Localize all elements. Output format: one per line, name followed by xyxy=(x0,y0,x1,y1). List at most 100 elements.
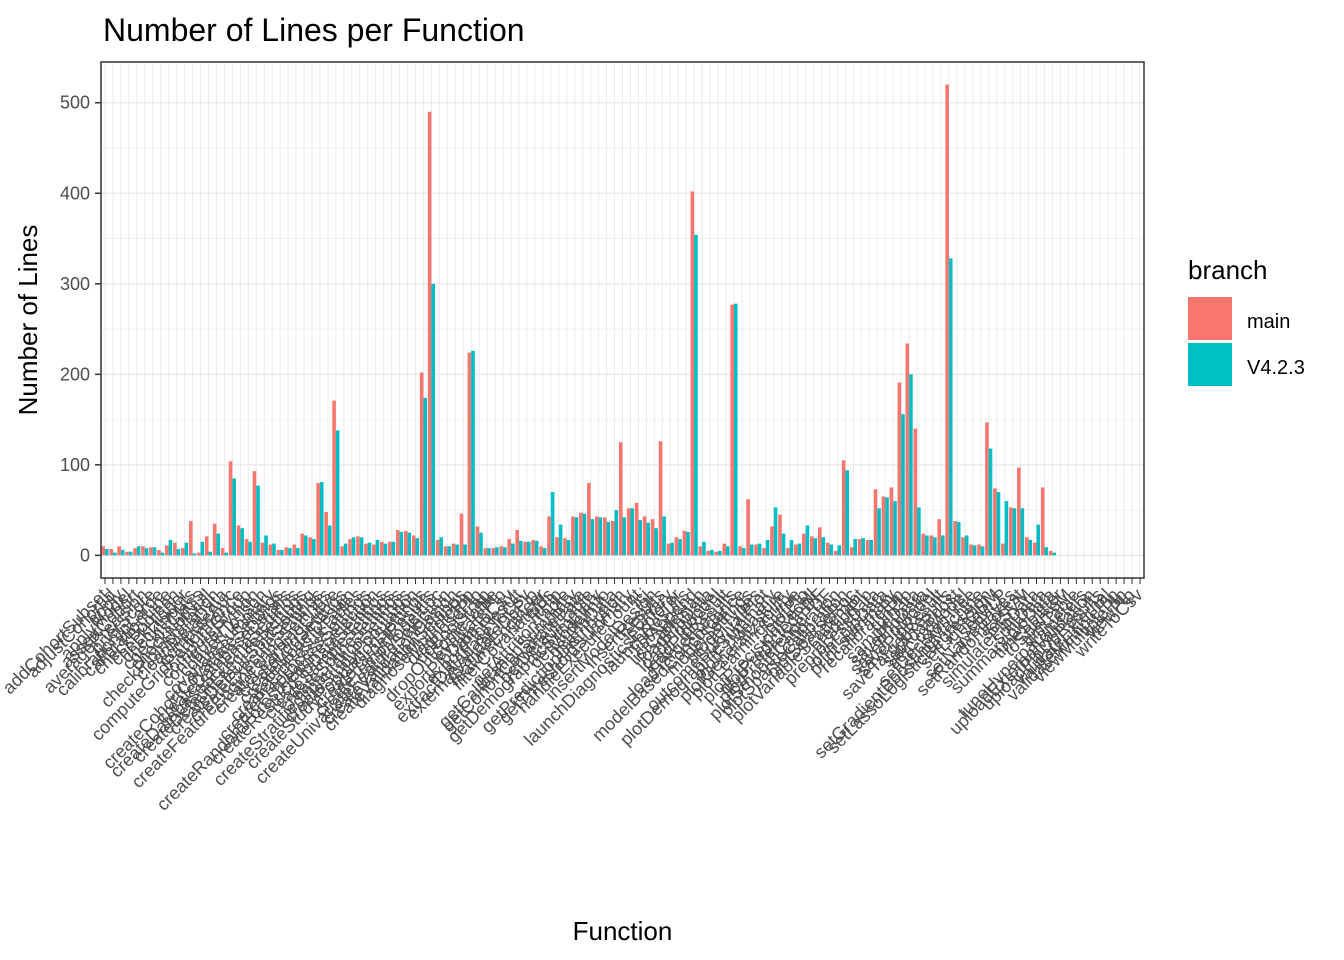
y-tick-label: 300 xyxy=(60,274,90,294)
bar-main xyxy=(738,546,742,556)
bar-main xyxy=(165,545,169,556)
bar-v4-2-3 xyxy=(558,524,563,556)
bar-main xyxy=(133,548,137,556)
bar-main xyxy=(117,546,121,556)
bar-v4-2-3 xyxy=(893,501,897,556)
bar-v4-2-3 xyxy=(638,520,643,556)
bar-main xyxy=(316,482,320,556)
bar-v4-2-3 xyxy=(1004,501,1009,556)
bar-v4-2-3 xyxy=(1028,539,1033,556)
bar-v4-2-3 xyxy=(495,547,499,556)
bar-main xyxy=(985,422,989,556)
bar-main xyxy=(961,537,965,556)
bar-v4-2-3 xyxy=(614,510,619,556)
bar-v4-2-3 xyxy=(606,521,611,556)
bar-v4-2-3 xyxy=(590,519,595,556)
bar-main xyxy=(340,546,344,556)
bar-main xyxy=(220,548,225,556)
bar-v4-2-3 xyxy=(526,541,531,556)
bar-main xyxy=(913,428,918,556)
bar-v4-2-3 xyxy=(463,544,467,556)
bar-v4-2-3 xyxy=(733,303,738,556)
bar-main xyxy=(658,441,663,556)
bar-main xyxy=(523,541,527,556)
bar-v4-2-3 xyxy=(797,543,802,556)
legend-label-v423: V4.2.3 xyxy=(1247,357,1305,379)
bar-v4-2-3 xyxy=(391,541,396,556)
bar-main xyxy=(634,502,639,556)
bar-main xyxy=(610,520,615,556)
bar-v4-2-3 xyxy=(407,532,412,556)
bar-v4-2-3 xyxy=(933,537,937,556)
bar-v4-2-3 xyxy=(662,516,666,556)
bar-main xyxy=(467,352,472,556)
bar-main xyxy=(825,542,830,556)
bar-main xyxy=(244,539,249,556)
bar-v4-2-3 xyxy=(622,517,627,556)
bar-v4-2-3 xyxy=(518,540,523,556)
bar-main xyxy=(929,535,934,556)
bar-main xyxy=(841,460,846,556)
bar-main xyxy=(348,539,352,556)
bar-v4-2-3 xyxy=(232,478,236,556)
bar-v4-2-3 xyxy=(885,497,889,556)
bar-main xyxy=(1048,550,1053,556)
bar-main xyxy=(507,539,512,556)
bar-v4-2-3 xyxy=(948,258,953,556)
bar-main xyxy=(395,530,400,556)
bar-main xyxy=(778,514,782,556)
bar-main xyxy=(212,523,217,556)
bar-main xyxy=(435,539,440,556)
bar-main xyxy=(188,520,193,556)
bar-v4-2-3 xyxy=(940,535,945,556)
bar-main xyxy=(547,516,551,556)
bar-main xyxy=(618,442,623,556)
bar-v4-2-3 xyxy=(248,541,252,556)
bar-v4-2-3 xyxy=(152,547,157,556)
bar-v4-2-3 xyxy=(415,538,420,556)
y-tick-label: 500 xyxy=(60,93,90,113)
bar-v4-2-3 xyxy=(296,548,300,556)
bar-main xyxy=(889,487,894,556)
bar-main xyxy=(125,551,129,556)
bar-v4-2-3 xyxy=(351,537,356,556)
bar-v4-2-3 xyxy=(1020,508,1025,556)
chart-title: Number of Lines per Function xyxy=(103,12,525,48)
bar-main xyxy=(881,496,886,556)
bar-v4-2-3 xyxy=(455,544,459,556)
bar-main xyxy=(236,525,241,556)
bar-v4-2-3 xyxy=(192,553,197,556)
bar-main xyxy=(411,535,416,556)
bar-v4-2-3 xyxy=(582,513,587,556)
bar-main xyxy=(380,541,384,556)
bar-v4-2-3 xyxy=(901,414,905,556)
bar-v4-2-3 xyxy=(757,543,762,556)
legend-key-main xyxy=(1188,297,1232,340)
bar-main xyxy=(427,111,432,556)
bar-v4-2-3 xyxy=(224,552,228,556)
bar-v4-2-3 xyxy=(447,546,451,556)
bar-main xyxy=(587,482,591,556)
bar-v4-2-3 xyxy=(956,521,961,556)
bar-main xyxy=(499,546,504,556)
bar-main xyxy=(268,544,273,556)
bar-v4-2-3 xyxy=(311,539,316,556)
bar-v4-2-3 xyxy=(399,531,404,556)
bar-main xyxy=(109,549,113,556)
y-tick-label: 0 xyxy=(80,545,90,565)
y-axis-title: Number of Lines xyxy=(13,225,43,416)
bar-v4-2-3 xyxy=(845,470,850,556)
bar-main xyxy=(324,511,328,556)
bar-v4-2-3 xyxy=(1052,552,1057,556)
bar-main xyxy=(666,543,671,556)
bar-v4-2-3 xyxy=(853,539,857,556)
bar-main xyxy=(372,544,376,556)
bar-main xyxy=(300,533,305,556)
bar-v4-2-3 xyxy=(749,544,754,556)
bar-main xyxy=(292,544,297,556)
bar-v4-2-3 xyxy=(861,538,865,556)
bar-main xyxy=(937,519,941,556)
bar-main xyxy=(690,191,695,556)
bar-v4-2-3 xyxy=(503,547,507,556)
bar-v4-2-3 xyxy=(136,546,141,556)
